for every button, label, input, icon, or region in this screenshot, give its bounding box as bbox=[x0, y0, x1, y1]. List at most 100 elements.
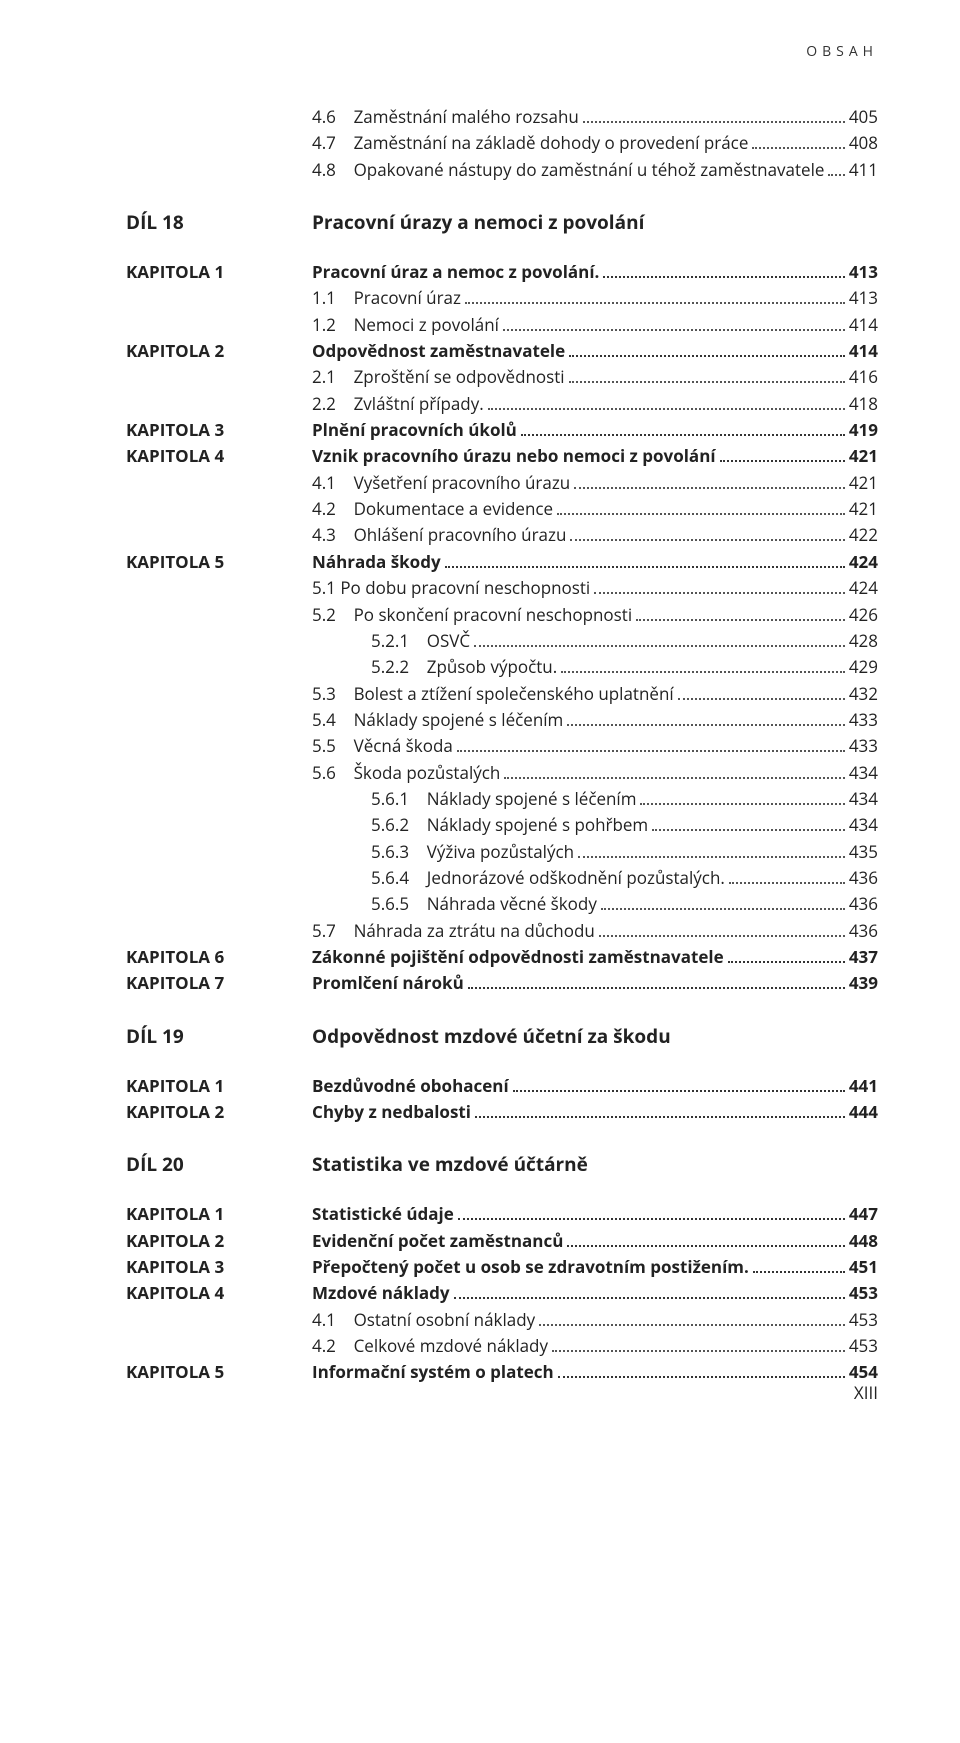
toc-row-leader bbox=[603, 264, 844, 278]
kapitola-row: KAPITOLA 4Vznik pracovního úrazu nebo ne… bbox=[126, 443, 878, 469]
dil-label: DÍL 18 bbox=[126, 209, 312, 235]
kapitola-row: KAPITOLA 6Zákonné pojištění odpovědnosti… bbox=[126, 944, 878, 970]
toc-row-label: 5.2 Po skončení pracovní neschopnosti bbox=[312, 602, 632, 628]
toc-row-leader bbox=[652, 818, 845, 832]
toc-row-page: 421 bbox=[849, 496, 878, 522]
toc-row-leader bbox=[567, 1233, 844, 1247]
toc-row-leader bbox=[557, 502, 845, 516]
toc-row: 5.6.4 Jednorázové odškodnění pozůstalých… bbox=[126, 865, 878, 891]
kapitola-title-wrap: Vznik pracovního úrazu nebo nemoci z pov… bbox=[312, 443, 878, 469]
toc-row-leader bbox=[468, 976, 845, 990]
toc-row-page: 433 bbox=[849, 733, 878, 759]
toc-row: 5.2 Po skončení pracovní neschopnosti426 bbox=[126, 602, 878, 628]
toc-row-page: 416 bbox=[849, 364, 878, 390]
page-folio: XIII bbox=[854, 1381, 878, 1404]
kapitola-title-wrap: Přepočtený počet u osob se zdravotním po… bbox=[312, 1254, 878, 1280]
toc-row: Odpovědnost zaměstnavatele 414 bbox=[312, 338, 878, 364]
toc-row-page: 453 bbox=[849, 1307, 878, 1333]
kapitola-title-wrap: Zákonné pojištění odpovědnosti zaměstnav… bbox=[312, 944, 878, 970]
kapitola-title-wrap: Promlčení nároků 439 bbox=[312, 970, 878, 996]
toc-row-leader bbox=[504, 765, 845, 779]
kapitola-label: KAPITOLA 4 bbox=[126, 1280, 312, 1306]
toc-row-label: Náhrada škody bbox=[312, 549, 441, 575]
dil-heading: DÍL 18Pracovní úrazy a nemoci z povolání bbox=[126, 209, 878, 235]
toc-row: Evidenční počet zaměstnanců448 bbox=[312, 1228, 878, 1254]
toc-row-leader bbox=[828, 162, 844, 176]
kapitola-row: KAPITOLA 5Náhrada škody 424 bbox=[126, 549, 878, 575]
toc-row-page: 414 bbox=[849, 338, 878, 364]
toc-row-page: 434 bbox=[849, 812, 878, 838]
kapitola-title-wrap: Mzdové náklady453 bbox=[312, 1280, 878, 1306]
kapitola-row: KAPITOLA 4Mzdové náklady453 bbox=[126, 1280, 878, 1306]
toc-row: 4.1 Vyšetření pracovního úrazu 421 bbox=[126, 470, 878, 496]
toc-row: 5.7 Náhrada za ztrátu na důchodu436 bbox=[126, 918, 878, 944]
kapitola-row: KAPITOLA 5Informační systém o platech454 bbox=[126, 1359, 878, 1385]
toc-row-leader bbox=[539, 1312, 845, 1326]
toc-row-page: 439 bbox=[849, 970, 878, 996]
toc-row: Vznik pracovního úrazu nebo nemoci z pov… bbox=[312, 443, 878, 469]
toc-row-label: Promlčení nároků bbox=[312, 970, 464, 996]
toc-row-label: Přepočtený počet u osob se zdravotním po… bbox=[312, 1254, 749, 1280]
toc-row-page: 453 bbox=[849, 1333, 878, 1359]
toc-row-leader bbox=[569, 343, 845, 357]
toc-row: 5.6.3 Výživa pozůstalých435 bbox=[126, 839, 878, 865]
toc-row: Přepočtený počet u osob se zdravotním po… bbox=[312, 1254, 878, 1280]
toc-row: Náhrada škody 424 bbox=[312, 549, 878, 575]
toc-row-label: 4.3 Ohlášení pracovního úrazu bbox=[312, 522, 566, 548]
toc-row: 4.3 Ohlášení pracovního úrazu422 bbox=[126, 522, 878, 548]
toc-row-page: 424 bbox=[849, 549, 878, 575]
toc-row-page: 419 bbox=[849, 417, 878, 443]
toc-row: 5.4 Náklady spojené s léčením433 bbox=[126, 707, 878, 733]
toc-row: Pracovní úraz a nemoc z povolání.413 bbox=[312, 259, 878, 285]
toc-row-page: 421 bbox=[849, 470, 878, 496]
toc-row-leader bbox=[503, 317, 845, 331]
kapitola-label: KAPITOLA 7 bbox=[126, 970, 312, 996]
kapitola-label: KAPITOLA 3 bbox=[126, 417, 312, 443]
toc-row-page: 436 bbox=[849, 865, 878, 891]
toc-row-leader bbox=[636, 607, 845, 621]
toc-row-page: 408 bbox=[849, 130, 878, 156]
toc-row-leader bbox=[454, 1286, 845, 1300]
toc-row: Statistické údaje447 bbox=[312, 1201, 878, 1227]
kapitola-title-wrap: Pracovní úraz a nemoc z povolání.413 bbox=[312, 259, 878, 285]
toc-row-page: 432 bbox=[849, 681, 878, 707]
toc-row: Zákonné pojištění odpovědnosti zaměstnav… bbox=[312, 944, 878, 970]
toc-row: Plnění pracovních úkolů419 bbox=[312, 417, 878, 443]
toc-row: 5.1 Po dobu pracovní neschopnosti424 bbox=[126, 575, 878, 601]
dil-title: Odpovědnost mzdové účetní za škodu bbox=[312, 1023, 671, 1049]
toc-row-leader bbox=[513, 1078, 845, 1092]
toc-row-leader bbox=[599, 923, 845, 937]
dil-heading: DÍL 20Statistika ve mzdové účtárně bbox=[126, 1151, 878, 1177]
toc-row: 5.3 Bolest a ztížení společenského uplat… bbox=[126, 681, 878, 707]
toc-row-label: Odpovědnost zaměstnavatele bbox=[312, 338, 565, 364]
toc-row-page: 411 bbox=[849, 157, 878, 183]
toc-row-page: 447 bbox=[849, 1201, 878, 1227]
kapitola-row: KAPITOLA 7Promlčení nároků 439 bbox=[126, 970, 878, 996]
dil-title: Statistika ve mzdové účtárně bbox=[312, 1151, 588, 1177]
toc-row-label: 5.5 Věcná škoda bbox=[312, 733, 453, 759]
kapitola-row: KAPITOLA 3Plnění pracovních úkolů419 bbox=[126, 417, 878, 443]
kapitola-label: KAPITOLA 1 bbox=[126, 259, 312, 285]
kapitola-label: KAPITOLA 1 bbox=[126, 1073, 312, 1099]
toc-row: 4.6 Zaměstnání malého rozsahu405 bbox=[126, 104, 878, 130]
toc-row-label: 5.2.2 Způsob výpočtu. bbox=[371, 654, 557, 680]
kapitola-label: KAPITOLA 3 bbox=[126, 1254, 312, 1280]
toc-row-label: Informační systém o platech bbox=[312, 1359, 554, 1385]
toc-row-page: 451 bbox=[849, 1254, 878, 1280]
kapitola-row: KAPITOLA 2Odpovědnost zaměstnavatele414 bbox=[126, 338, 878, 364]
toc-row-leader bbox=[475, 1104, 845, 1118]
toc-row-leader bbox=[583, 109, 845, 123]
toc-row: Mzdové náklady453 bbox=[312, 1280, 878, 1306]
toc-row-label: 5.2.1 OSVČ bbox=[371, 628, 470, 654]
kapitola-label: KAPITOLA 2 bbox=[126, 1099, 312, 1125]
toc-row: 4.7 Zaměstnání na základě dohody o prove… bbox=[126, 130, 878, 156]
kapitola-label: KAPITOLA 5 bbox=[126, 549, 312, 575]
toc-row: Informační systém o platech454 bbox=[312, 1359, 878, 1385]
toc-row-page: 421 bbox=[849, 443, 878, 469]
toc-row-label: 5.1 Po dobu pracovní neschopnosti bbox=[312, 575, 590, 601]
toc-row-leader bbox=[474, 633, 845, 647]
toc-row-label: 4.1 Ostatní osobní náklady bbox=[312, 1307, 535, 1333]
toc-row-page: 413 bbox=[849, 285, 878, 311]
toc-row-label: 5.3 Bolest a ztížení společenského uplat… bbox=[312, 681, 674, 707]
toc-row-label: 4.1 Vyšetření pracovního úrazu bbox=[312, 470, 570, 496]
